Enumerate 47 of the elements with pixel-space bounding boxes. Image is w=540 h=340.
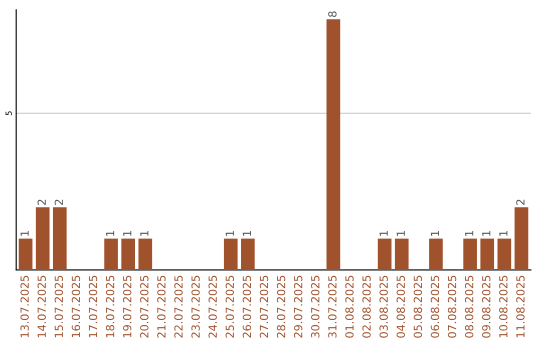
data-label: 1 bbox=[499, 231, 508, 236]
x-tick-label: 30.07.2025 bbox=[311, 276, 320, 338]
x-tick-label: 11.08.2025 bbox=[516, 276, 525, 338]
x-tick-label: 23.07.2025 bbox=[191, 276, 200, 338]
data-label: 1 bbox=[106, 231, 114, 236]
x-tick-label: 18.07.2025 bbox=[106, 276, 114, 338]
data-label: 1 bbox=[380, 231, 388, 236]
x-tick-label: 31.07.2025 bbox=[328, 276, 337, 338]
data-label: 2 bbox=[54, 200, 63, 205]
x-tick-label: 03.08.2025 bbox=[379, 276, 388, 338]
x-tick-label: 20.07.2025 bbox=[140, 276, 149, 338]
x-tick-label: 26.07.2025 bbox=[242, 276, 252, 338]
x-tick-label: 19.07.2025 bbox=[123, 276, 132, 338]
data-label: 1 bbox=[430, 231, 439, 236]
x-tick-label: 13.07.2025 bbox=[20, 276, 29, 338]
data-label: 1 bbox=[242, 231, 251, 236]
x-tick-label: 01.08.2025 bbox=[345, 276, 354, 338]
y-tick-label: 5 bbox=[6, 111, 12, 116]
x-tick-label: 10.08.2025 bbox=[499, 276, 508, 338]
x-tick-label: 04.08.2025 bbox=[396, 276, 405, 338]
x-tick-label: 27.07.2025 bbox=[260, 276, 268, 338]
x-tick-label: 07.08.2025 bbox=[448, 276, 456, 338]
x-tick-label: 25.07.2025 bbox=[226, 276, 234, 338]
x-tick-label: 29.07.2025 bbox=[294, 276, 302, 338]
x-tick-label: 02.08.2025 bbox=[362, 276, 371, 338]
x-tick-label: 05.08.2025 bbox=[414, 276, 422, 338]
x-tick-label: 14.07.2025 bbox=[38, 276, 46, 338]
data-label: 1 bbox=[20, 231, 29, 236]
x-tick-label: 15.07.2025 bbox=[54, 276, 64, 338]
x-tick-label: 16.07.2025 bbox=[72, 276, 80, 338]
data-label: 2 bbox=[38, 200, 46, 205]
x-tick-label: 17.07.2025 bbox=[88, 276, 98, 338]
data-label: 1 bbox=[123, 231, 132, 236]
x-tick-label: 06.08.2025 bbox=[430, 276, 440, 338]
x-tick-label: 22.07.2025 bbox=[174, 276, 183, 338]
data-label: 1 bbox=[140, 231, 148, 236]
x-tick-label: 21.07.2025 bbox=[157, 276, 166, 338]
data-label: 1 bbox=[396, 231, 405, 236]
x-tick-label: 24.07.2025 bbox=[208, 276, 217, 338]
x-tick-label: 28.07.2025 bbox=[276, 276, 286, 338]
data-label: 1 bbox=[465, 231, 474, 236]
x-tick-label: 08.08.2025 bbox=[464, 276, 474, 338]
data-label: 1 bbox=[482, 231, 490, 236]
data-label: 1 bbox=[226, 231, 234, 236]
data-label: 8 bbox=[328, 11, 337, 17]
x-tick-label: 09.08.2025 bbox=[482, 276, 490, 338]
data-label: 2 bbox=[516, 200, 524, 205]
